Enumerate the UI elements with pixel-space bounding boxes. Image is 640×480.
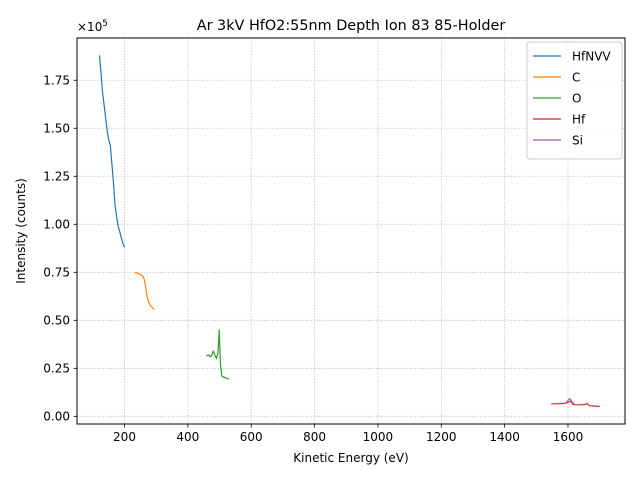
x-tick-label: 1600: [553, 430, 584, 444]
y-axis-ticks: 0.00 0.25 0.50 0.75 1.00 1.25 1.50 1.75: [43, 74, 77, 424]
series-line-si: [565, 397, 575, 405]
series-line-c: [134, 271, 155, 311]
legend-label: C: [572, 70, 580, 84]
y-tick-label: 1.25: [43, 170, 70, 184]
chart-title: Ar 3kV HfO2:55nm Depth Ion 83 85-Holder: [197, 18, 506, 34]
y-tick-label: 1.75: [43, 74, 70, 88]
plot-frame: [76, 37, 626, 425]
y-axis-offset-label: ×105: [77, 19, 108, 34]
y-axis-label: Intensity (counts): [14, 178, 28, 284]
x-tick-label: 600: [240, 430, 263, 444]
series-line-o: [205, 329, 230, 380]
legend-label: HfNVV: [572, 49, 611, 63]
x-tick-label: 1200: [426, 430, 457, 444]
series-line-hfnvv: [98, 55, 126, 248]
y-tick-label: 0.00: [43, 410, 70, 424]
y-tick-label: 1.50: [43, 122, 70, 136]
y-offset-base: ×10: [77, 20, 102, 34]
x-tick-label: 400: [176, 430, 199, 444]
y-tick-label: 0.25: [43, 362, 70, 376]
legend-frame: [526, 41, 623, 160]
grid-lines: [77, 38, 625, 424]
y-offset-exponent: 5: [102, 19, 107, 29]
legend: HfNVV CO Hf Si: [526, 41, 623, 160]
series-line-hf: [551, 400, 600, 408]
y-tick-label: 0.50: [43, 314, 70, 328]
y-tick-label: 1.00: [43, 218, 70, 232]
legend-label: Hf: [572, 112, 586, 126]
x-axis-ticks: 200 400 600 800 1000 1200 1400 1600: [113, 424, 583, 444]
x-tick-label: 1400: [489, 430, 520, 444]
legend-label: Si: [572, 133, 583, 147]
plot-series: [98, 55, 600, 408]
y-tick-label: 0.75: [43, 266, 70, 280]
legend-label: O: [572, 91, 581, 105]
x-tick-label: 800: [303, 430, 326, 444]
x-tick-label: 1000: [363, 430, 394, 444]
x-tick-label: 200: [113, 430, 136, 444]
x-axis-label: Kinetic Energy (eV): [293, 451, 408, 465]
